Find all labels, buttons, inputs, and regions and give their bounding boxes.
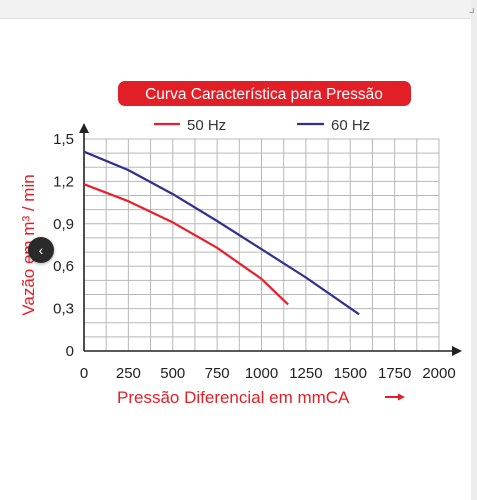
series-line xyxy=(83,183,289,306)
y-tick-label: 0,3 xyxy=(53,301,74,318)
corner-icon: ⌟ xyxy=(468,0,475,15)
x-tick-label: 2000 xyxy=(422,365,455,382)
series-line xyxy=(83,150,360,316)
chart-title: Curva Característica para Pressão xyxy=(145,86,383,103)
x-axis-title-arrow-head xyxy=(398,393,405,401)
scrollbar-track[interactable] xyxy=(471,0,477,500)
x-tick-label: 0 xyxy=(80,365,88,382)
y-tick-label: 0,6 xyxy=(53,258,74,275)
x-axis-arrow xyxy=(452,346,462,356)
browser-top-bar xyxy=(0,0,477,19)
x-tick-label: 1000 xyxy=(245,365,278,382)
chart-title-background xyxy=(118,81,411,106)
y-axis-arrow xyxy=(79,123,89,133)
y-tick-label: 1,5 xyxy=(53,131,74,148)
grid xyxy=(83,138,440,352)
y-tick-label: 0,9 xyxy=(53,216,74,233)
x-tick-label: 750 xyxy=(205,365,230,382)
legend-label: 50 Hz xyxy=(187,117,226,134)
legend-label: 60 Hz xyxy=(331,117,370,134)
previous-button[interactable]: ‹ xyxy=(28,237,54,263)
x-axis-title: Pressão Diferencial em mmCA xyxy=(117,388,350,407)
chevron-left-icon: ‹ xyxy=(38,242,44,258)
x-tick-label: 1500 xyxy=(334,365,367,382)
y-tick-label: 0 xyxy=(66,343,74,360)
x-tick-label: 1250 xyxy=(289,365,322,382)
x-tick-label: 250 xyxy=(116,365,141,382)
x-tick-label: 1750 xyxy=(378,365,411,382)
x-tick-label: 500 xyxy=(160,365,185,382)
y-tick-label: 1,2 xyxy=(53,173,74,190)
